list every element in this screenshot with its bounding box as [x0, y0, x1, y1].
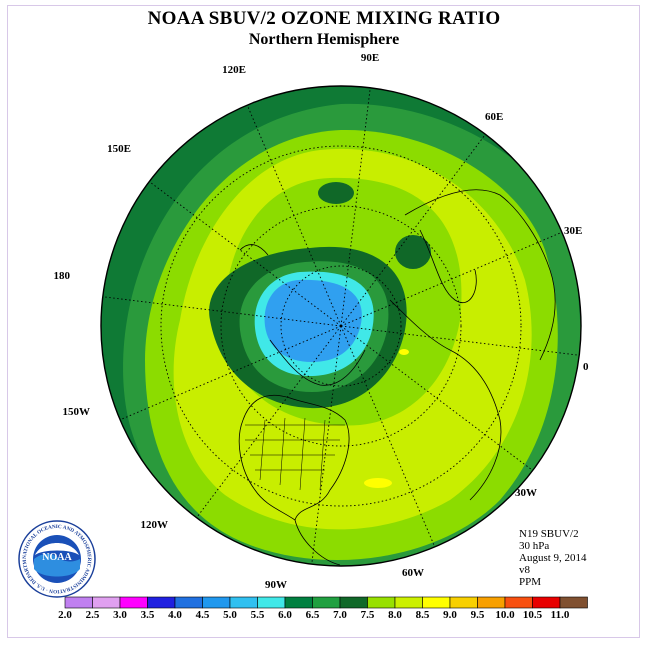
colorbar-swatch: [174, 596, 203, 609]
colorbar-label: 3.5: [141, 609, 155, 621]
colorbar-swatch: [229, 596, 258, 609]
meridian-line: [340, 325, 580, 356]
figure-frame: [7, 5, 640, 638]
colorbar-swatch: [147, 596, 176, 609]
lon-label-180: 180: [54, 270, 71, 282]
colorbar-label: 3.0: [113, 609, 127, 621]
colorbar-swatch: [477, 596, 506, 609]
blob-yellow: [364, 478, 392, 488]
info-units: PPM: [519, 576, 542, 588]
lon-label-30e: 30E: [564, 225, 582, 237]
us-state-grid: [245, 417, 345, 491]
blob-dark-east: [395, 235, 431, 269]
info-level: 30 hPa: [519, 540, 550, 552]
colorbar-swatch: [284, 596, 313, 609]
map-title: NOAA SBUV/2 OZONE MIXING RATIO: [147, 8, 501, 29]
colorbar-swatch: [449, 596, 478, 609]
colorbar: 2.0 2.5 3.0 3.5 4.0 4.5 5.0 5.5 6.0 6.5 7.0 7.5 8.0 8…: [58, 596, 588, 621]
lon-label-60e: 60E: [485, 111, 503, 123]
colorbar-swatch: [394, 596, 423, 609]
meridian-line: [340, 134, 486, 327]
lon-label-120e: 120E: [222, 64, 246, 76]
info-version: v8: [519, 564, 530, 576]
ozone-field: [101, 86, 581, 566]
noaa-logo: NATIONAL OCEANIC AND ATMOSPHERIC ADMINIS…: [17, 519, 96, 598]
info-date: August 9, 2014: [519, 552, 587, 564]
logo-text: NOAA: [42, 552, 72, 563]
colorbar-swatch: [339, 596, 368, 609]
colorbar-label: 8.0: [388, 609, 402, 621]
meridian-line: [311, 325, 342, 565]
colorbar-label: 10.5: [523, 609, 543, 621]
colorbar-label: 10.0: [495, 609, 515, 621]
colorbar-label: 4.5: [196, 609, 210, 621]
meridian-line: [340, 231, 563, 327]
longitude-labels: 90E 60E 30E 0 30W 60W 90W 120W 150W 180 …: [54, 52, 590, 591]
colorbar-swatch: [422, 596, 451, 609]
lon-label-90w: 90W: [265, 579, 287, 591]
colorbar-label: 5.0: [223, 609, 237, 621]
colorbar-swatch: [367, 596, 396, 609]
colorbar-label: 6.5: [306, 609, 320, 621]
colorbar-swatch: [257, 596, 286, 609]
lon-label-60w: 60W: [402, 567, 424, 579]
colorbar-label: 8.5: [416, 609, 430, 621]
colorbar-swatch: [532, 596, 561, 609]
colorbar-label: 4.0: [168, 609, 182, 621]
lon-label-90e: 90E: [361, 52, 379, 64]
meridian-line: [340, 325, 533, 471]
lon-label-30w: 30W: [515, 487, 537, 499]
colorbar-label: 6.0: [278, 609, 292, 621]
blob-yellow-small: [399, 349, 409, 355]
lon-label-150w: 150W: [63, 406, 91, 418]
colorbar-swatch: [559, 596, 588, 609]
coastlines: [238, 189, 556, 566]
meridian-line: [246, 104, 342, 327]
colorbar-label: 7.0: [333, 609, 347, 621]
blob-dark-north: [318, 182, 354, 204]
map-boundary: [100, 85, 582, 567]
colorbar-label: 2.0: [58, 609, 72, 621]
meridian-line: [340, 87, 371, 327]
meridian-line: [340, 325, 436, 548]
colorbar-swatch: [119, 596, 148, 609]
meridian-line: [149, 181, 342, 327]
band-blue: [264, 279, 362, 362]
colorbar-swatch: [312, 596, 341, 609]
blob-cyan-west: [101, 182, 106, 262]
meridian-line: [196, 325, 342, 518]
meridian-line: [102, 296, 342, 327]
lon-label-150e: 150E: [107, 143, 131, 155]
colorbar-label: 5.5: [251, 609, 265, 621]
info-satellite: N19 SBUV/2: [519, 528, 579, 540]
meridian-line: [119, 325, 342, 421]
colorbar-label: 7.5: [361, 609, 375, 621]
colorbar-label: 11.0: [551, 609, 570, 621]
graticule: [102, 87, 580, 565]
colorbar-swatch: [504, 596, 533, 609]
colorbar-swatch: [202, 596, 231, 609]
lon-label-120w: 120W: [141, 519, 169, 531]
colorbar-label: 9.0: [443, 609, 457, 621]
colorbar-label: 2.5: [86, 609, 100, 621]
colorbar-label: 9.5: [471, 609, 485, 621]
map-subtitle: Northern Hemisphere: [248, 31, 400, 48]
lon-label-0: 0: [583, 361, 589, 373]
